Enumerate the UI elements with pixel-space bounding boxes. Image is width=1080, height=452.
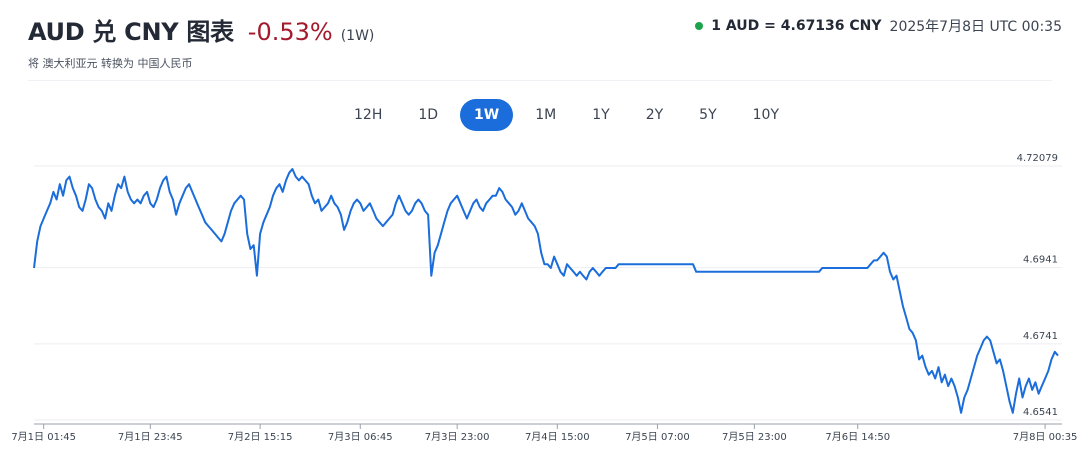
tab-1m[interactable]: 1M — [535, 107, 557, 123]
tab-1d[interactable]: 1D — [418, 107, 439, 123]
tab-1y[interactable]: 1Y — [592, 107, 610, 123]
period-label: (1W) — [340, 28, 375, 44]
rate-value: 1 AUD = 4.67136 CNY — [711, 18, 882, 34]
header-divider — [28, 80, 1052, 81]
x-tick-label: 7月5日 23:00 — [722, 431, 787, 443]
current-rate: 1 AUD = 4.67136 CNY 2025年7月8日 UTC 00:35 — [695, 16, 1062, 36]
conversion-subtitle: 将 澳大利亚元 转换为 中国人民币 — [28, 57, 193, 70]
y-tick-label: 4.6541 — [1023, 407, 1058, 418]
tab-12h[interactable]: 12H — [354, 107, 383, 123]
y-tick-label: 4.6741 — [1023, 331, 1058, 342]
tab-1w[interactable]: 1W — [460, 99, 514, 131]
x-tick-label: 7月1日 23:45 — [118, 431, 183, 443]
tab-2y[interactable]: 2Y — [645, 107, 664, 123]
y-tick-label: 4.6941 — [1023, 255, 1058, 266]
rate-timestamp: 2025年7月8日 UTC 00:35 — [889, 19, 1062, 35]
live-status-icon — [695, 22, 704, 30]
percent-change: -0.53% — [247, 18, 333, 46]
tab-5y[interactable]: 5Y — [699, 107, 717, 123]
period-tabs: 12H 1D 1W 1M 1Y 2Y 5Y 10Y — [340, 99, 801, 131]
y-tick-label: 4.72079 — [1017, 153, 1058, 164]
page-title: AUD 兑 CNY 图表 — [28, 18, 234, 46]
x-tick-label: 7月4日 15:00 — [525, 431, 590, 443]
x-tick-label: 7月8日 00:35 — [1013, 431, 1078, 443]
header: AUD 兑 CNY 图表 -0.53% (1W) — [28, 12, 374, 47]
rate-series-line — [33, 168, 1059, 414]
x-tick-label: 7月2日 15:15 — [228, 431, 293, 443]
x-tick-label: 7月1日 01:45 — [11, 431, 76, 443]
tab-10y[interactable]: 10Y — [752, 107, 779, 123]
x-tick-label: 7月6日 14:50 — [825, 431, 890, 443]
x-tick-label: 7月5日 07:00 — [625, 431, 690, 443]
x-tick-label: 7月3日 23:00 — [425, 431, 490, 443]
x-tick-label: 7月3日 06:45 — [328, 431, 393, 443]
